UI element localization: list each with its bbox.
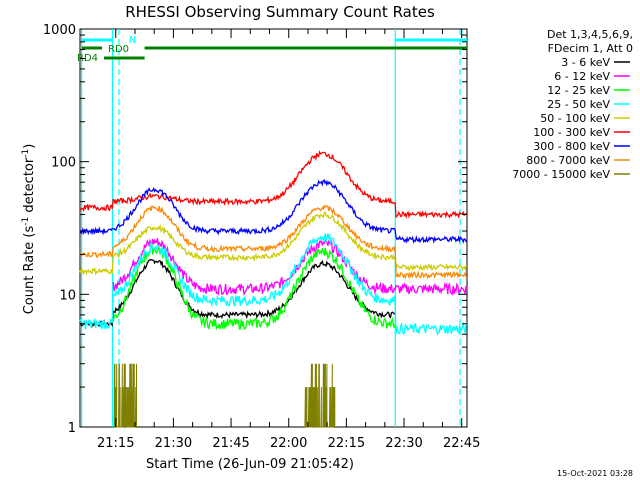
y-tick-label: 10 — [59, 288, 76, 303]
x-tick-label: 21:45 — [212, 436, 249, 451]
series-7000-15000-kev-line — [113, 363, 137, 428]
x-tick-label: 22:30 — [385, 436, 422, 451]
y-tick-label: 1 — [68, 421, 76, 436]
x-tick-label: 21:30 — [155, 436, 192, 451]
y-axis-label: Count Rate (s-1 detector-1) — [21, 144, 37, 315]
legend-entry-label: 25 - 50 keV — [547, 98, 610, 111]
legend-header-line: Det 1,3,4,5,6,9, — [547, 28, 633, 41]
legend-header-line: FDecim 1, Att 0 — [548, 42, 633, 55]
x-tick-label: 22:45 — [443, 436, 480, 451]
series-800-7000kev-line — [79, 204, 468, 280]
x-tick-label: 22:15 — [328, 436, 365, 451]
y-tick-label: 1000 — [43, 23, 76, 38]
legend-entry-label: 6 - 12 keV — [554, 70, 610, 83]
svg-text:Count Rate (s-1 detector-1): Count Rate (s-1 detector-1) — [21, 144, 37, 315]
series-7000-15000-kev-line — [304, 363, 336, 428]
series-12-25kev-line — [112, 243, 396, 331]
series-50-100kev-line — [79, 211, 468, 276]
legend-entry-label: 3 - 6 keV — [561, 56, 610, 69]
legend: Det 1,3,4,5,6,9,FDecim 1, Att 03 - 6 keV… — [512, 28, 633, 181]
legend-entry-label: 7000 - 15000 keV — [512, 168, 610, 181]
footer-timestamp: 15-Oct-2021 03:28 — [557, 469, 633, 478]
plot-frame — [79, 28, 468, 428]
x-axis-label: Start Time (26-Jun-09 21:05:42) — [146, 457, 354, 472]
legend-entry-label: 100 - 300 keV — [533, 126, 610, 139]
x-tick-label: 21:15 — [97, 436, 134, 451]
legend-entry-label: 12 - 25 keV — [547, 84, 610, 97]
series-3-6kev-line — [79, 259, 396, 329]
legend-entry-label: 800 - 7000 keV — [526, 154, 610, 167]
x-tick-label: 22:00 — [270, 436, 307, 451]
series-25-50kev-line — [79, 233, 468, 336]
rd0-label: RD0 — [108, 44, 129, 55]
legend-entry-label: 50 - 100 keV — [540, 112, 610, 125]
rd4-label: RD4 — [77, 53, 98, 64]
night-label: N — [129, 35, 136, 46]
y-tick-label: 100 — [51, 156, 76, 171]
axis-layer: 1 10 100 1000 21:15 21:30 21:45 22:00 22:15 22:30… — [43, 23, 481, 451]
series-100-300kev-line — [79, 150, 468, 219]
chart-title: RHESSI Observing Summary Count Rates — [125, 3, 435, 21]
series-300-800kev-line — [79, 179, 468, 244]
legend-entry-label: 300 - 800 keV — [533, 140, 610, 153]
